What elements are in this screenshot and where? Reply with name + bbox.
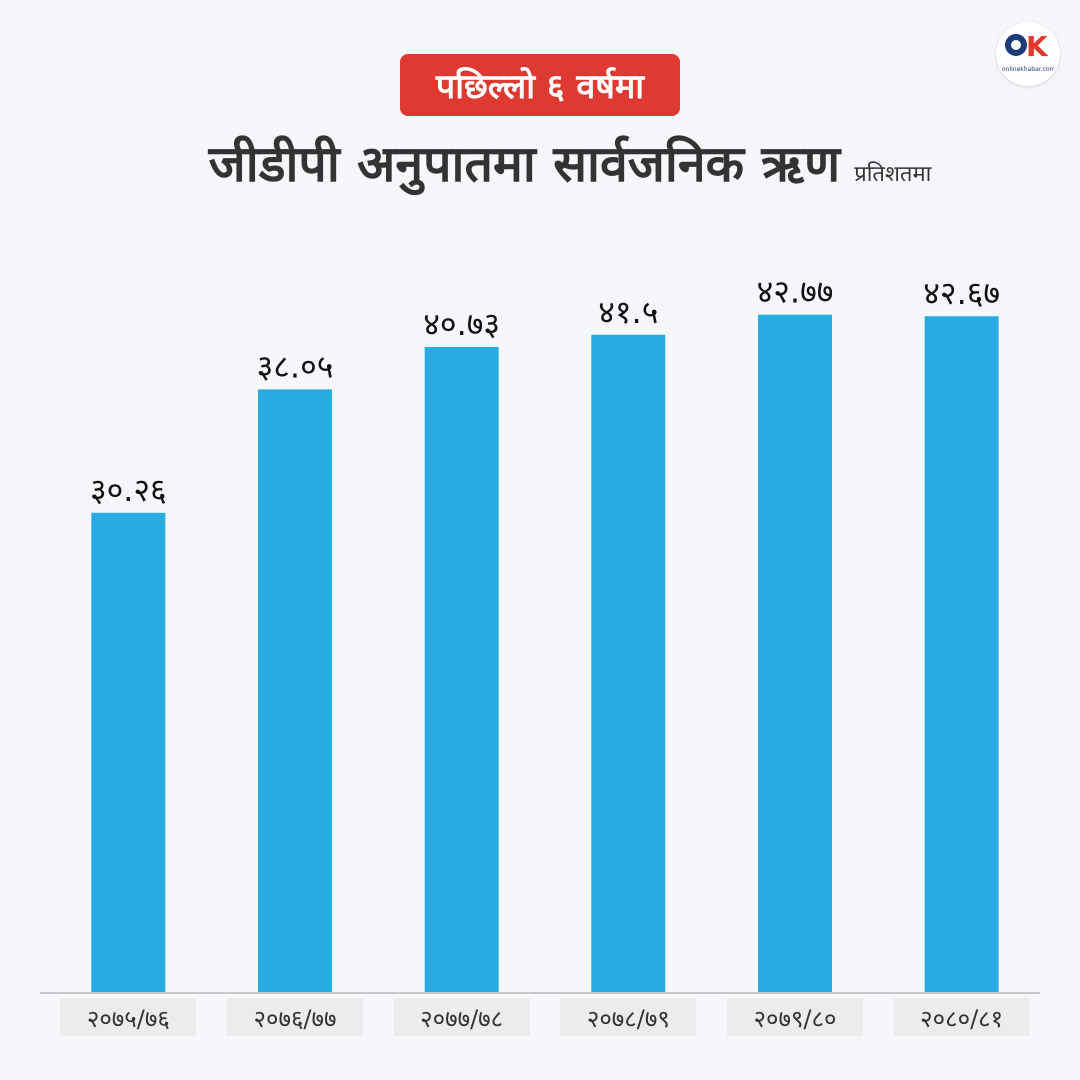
value-label-3: ४०.७३ — [423, 305, 500, 343]
onlinekhabar-logo-icon: K onlinekhabar.com — [996, 22, 1060, 86]
bar-5 — [758, 314, 832, 993]
tick-label-2: २०७६/७७ — [254, 1005, 337, 1033]
value-label-5: ४२.७७ — [757, 273, 834, 311]
subtitle-badge-text: पछिल्लो ६ वर्षमा — [435, 67, 645, 107]
bar-6 — [924, 316, 999, 992]
subtitle-badge: पछिल्लो ६ वर्षमा — [400, 54, 680, 116]
tick-label-5: २०७९/८० — [754, 1005, 837, 1033]
value-label-1: ३०.२६ — [90, 471, 167, 509]
bars-group — [91, 314, 999, 993]
logo-mark-k: K — [1026, 30, 1048, 63]
value-label-6: ४२.६७ — [923, 274, 1000, 312]
bar-4 — [591, 334, 666, 992]
bar-1 — [91, 512, 166, 992]
tick-background-3 — [393, 998, 530, 1036]
bar-3 — [424, 346, 499, 992]
logo-mark-o — [1005, 34, 1027, 56]
value-label-4: ४१.५ — [598, 293, 658, 331]
value-label-2: ३८.०५ — [257, 347, 334, 385]
tick-label-1: २०७५/७६ — [87, 1005, 170, 1033]
tick-background-5 — [727, 998, 863, 1036]
tick-background-4 — [560, 998, 697, 1036]
logo-text: onlinekhabar.com — [1002, 66, 1054, 73]
unit-label: प्रतिशतमा — [854, 162, 932, 187]
chart-title-row: जीडीपी अनुपातमा सार्वजनिक ऋण प्रतिशतमा — [130, 128, 1010, 208]
chart-title: जीडीपी अनुपातमा सार्वजनिक ऋण — [208, 135, 841, 193]
tick-label-3: २०७७/७८ — [420, 1005, 503, 1033]
tick-background-1 — [60, 998, 197, 1036]
tick-background-2 — [227, 998, 363, 1036]
tick-label-6: २०८०/८१ — [920, 1005, 1003, 1033]
tick-label-4: २०७८/७९ — [587, 1005, 670, 1033]
tick-background-6 — [893, 998, 1030, 1036]
tick-labels-group: २०७५/७६ २०७६/७७ २०७७/७८ २०७८/७९ २०७९/८० २०८०/… — [60, 998, 1030, 1036]
value-labels-group: ३०.२६ ३८.०५ ४०.७३ ४१.५ ४२.७७ ४२.६७ — [90, 273, 1000, 509]
bar-2 — [258, 389, 332, 992]
